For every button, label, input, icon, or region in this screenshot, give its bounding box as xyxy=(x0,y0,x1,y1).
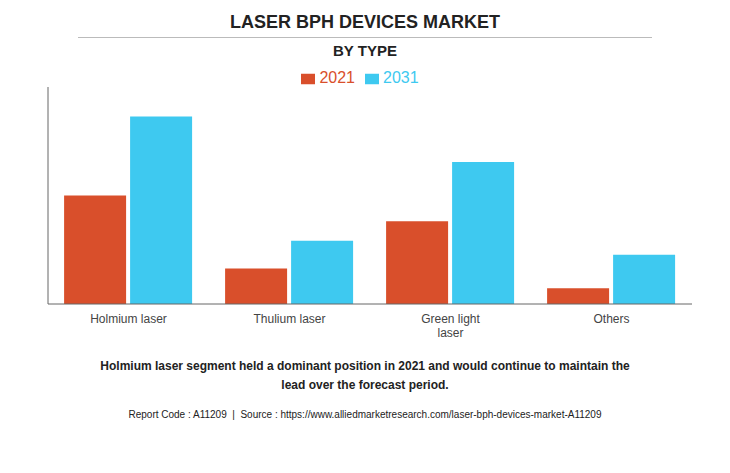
svg-text:Green lightlaser: Green lightlaser xyxy=(421,312,480,340)
svg-text:Others: Others xyxy=(593,312,629,326)
html-text:2021: 2021 xyxy=(319,69,355,86)
svg-text:Thulium laser: Thulium laser xyxy=(253,312,325,326)
html-text:2031: 2031 xyxy=(383,69,419,86)
html-text:Holmium laser segment held a d: Holmium laser segment held a dominant po… xyxy=(100,359,630,392)
html-text:Report Code : A11209 | Source: Report Code : A11209 | Source : https://… xyxy=(128,409,602,420)
svg-text:Holmium laser: Holmium laser xyxy=(90,312,167,326)
html-text:LASER BPH DEVICES MARKET: LASER BPH DEVICES MARKET xyxy=(230,12,500,32)
html-text:BY TYPE: BY TYPE xyxy=(333,42,397,59)
